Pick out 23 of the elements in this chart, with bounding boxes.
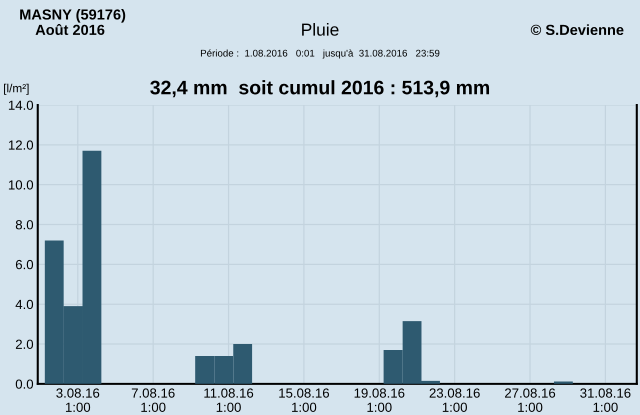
text: MASNY (59176) [20,8,126,23]
y-tick-label: 14.0 [8,100,34,110]
text: © S.Devienne [530,24,624,36]
y-tick-label: 10.0 [8,180,34,190]
y-tick-label: 0.0 [16,379,34,389]
y-tick-label: 12.0 [8,140,34,150]
x-tick-label: 19.08.16 1:00 [354,388,404,412]
y-tick-label: 6.0 [16,260,34,270]
x-tick-label: 11.08.16 1:00 [204,388,254,412]
chart-title: Pluie [302,23,339,36]
y-axis-title: [l/m²] [4,84,29,95]
x-tick-label: 7.08.16 1:00 [132,388,175,412]
text: Période : 1.08.2016 0:01 jusqu'à 31.08.2016 23:59 [200,49,440,59]
x-tick-label: 27.08.16 1:00 [505,388,556,412]
x-tick-label: 31.08.16 1:00 [580,388,630,412]
x-tick-label: 23.08.16 1:00 [430,388,480,412]
x-tick-label: 3.08.16 1:00 [56,388,100,412]
y-tick-label: 8.0 [16,220,34,230]
text: Août 2016 [36,24,104,36]
x-tick-label: 15.08.16 1:00 [279,388,330,412]
y-tick-label: 4.0 [16,300,34,310]
y-tick-label: 2.0 [16,340,34,349]
chart-subtitle: 32,4 mm soit cumul 2016 : 513,9 mm [150,80,490,98]
